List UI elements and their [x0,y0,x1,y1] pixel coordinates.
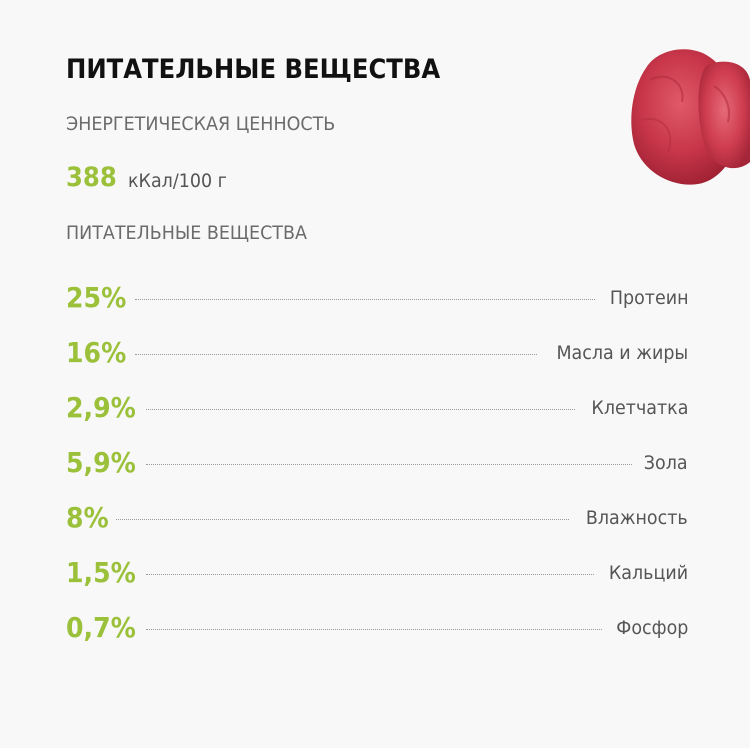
nutrient-row-calcium: 1,5% Кальций [66,545,688,600]
nutrient-percent: 0,7% [66,611,136,644]
dotted-leader [145,464,633,465]
dotted-leader [135,354,537,355]
nutrient-row-protein: 25% Протеин [66,270,688,325]
energy-value: 388 [66,162,117,193]
nutrient-percent: 8% [66,501,109,534]
nutrient-name: Масла и жиры [556,341,688,364]
nutrient-percent: 5,9% [66,446,136,479]
raw-meat-icon [631,49,750,185]
nutrient-name: Зола [644,451,688,474]
nutrient-row-phosphorus: 0,7% Фосфор [66,600,688,655]
nutrient-percent: 25% [66,281,127,314]
page-title: ПИТАТЕЛЬНЫЕ ВЕЩЕСТВА [66,54,441,85]
dotted-leader [145,409,575,410]
nutrient-percent: 2,9% [66,391,136,424]
nutrient-list: 25% Протеин 16% Масла и жиры 2,9% Клетча… [66,270,688,655]
nutrient-name: Влажность [586,506,688,529]
energy-section-label: ЭНЕРГЕТИЧЕСКАЯ ЦЕННОСТЬ [66,113,336,135]
dotted-leader [145,629,602,630]
dotted-leader [135,299,595,300]
nutrient-name: Протеин [609,286,688,309]
nutrient-name: Клетчатка [590,396,688,419]
dotted-leader [145,574,594,575]
nutrient-percent: 16% [66,336,127,369]
dotted-leader [115,519,570,520]
nutrient-row-moisture: 8% Влажность [66,490,688,545]
nutrient-name: Кальций [608,561,688,584]
nutrient-name: Фосфор [615,616,688,639]
nutrient-row-fiber: 2,9% Клетчатка [66,380,688,435]
nutrient-row-ash: 5,9% Зола [66,435,688,490]
nutrient-row-fats: 16% Масла и жиры [66,325,688,380]
energy-unit: кКал/100 г [128,170,227,192]
nutrients-section-label: ПИТАТЕЛЬНЫЕ ВЕЩЕСТВА [66,222,307,244]
nutrient-percent: 1,5% [66,556,136,589]
